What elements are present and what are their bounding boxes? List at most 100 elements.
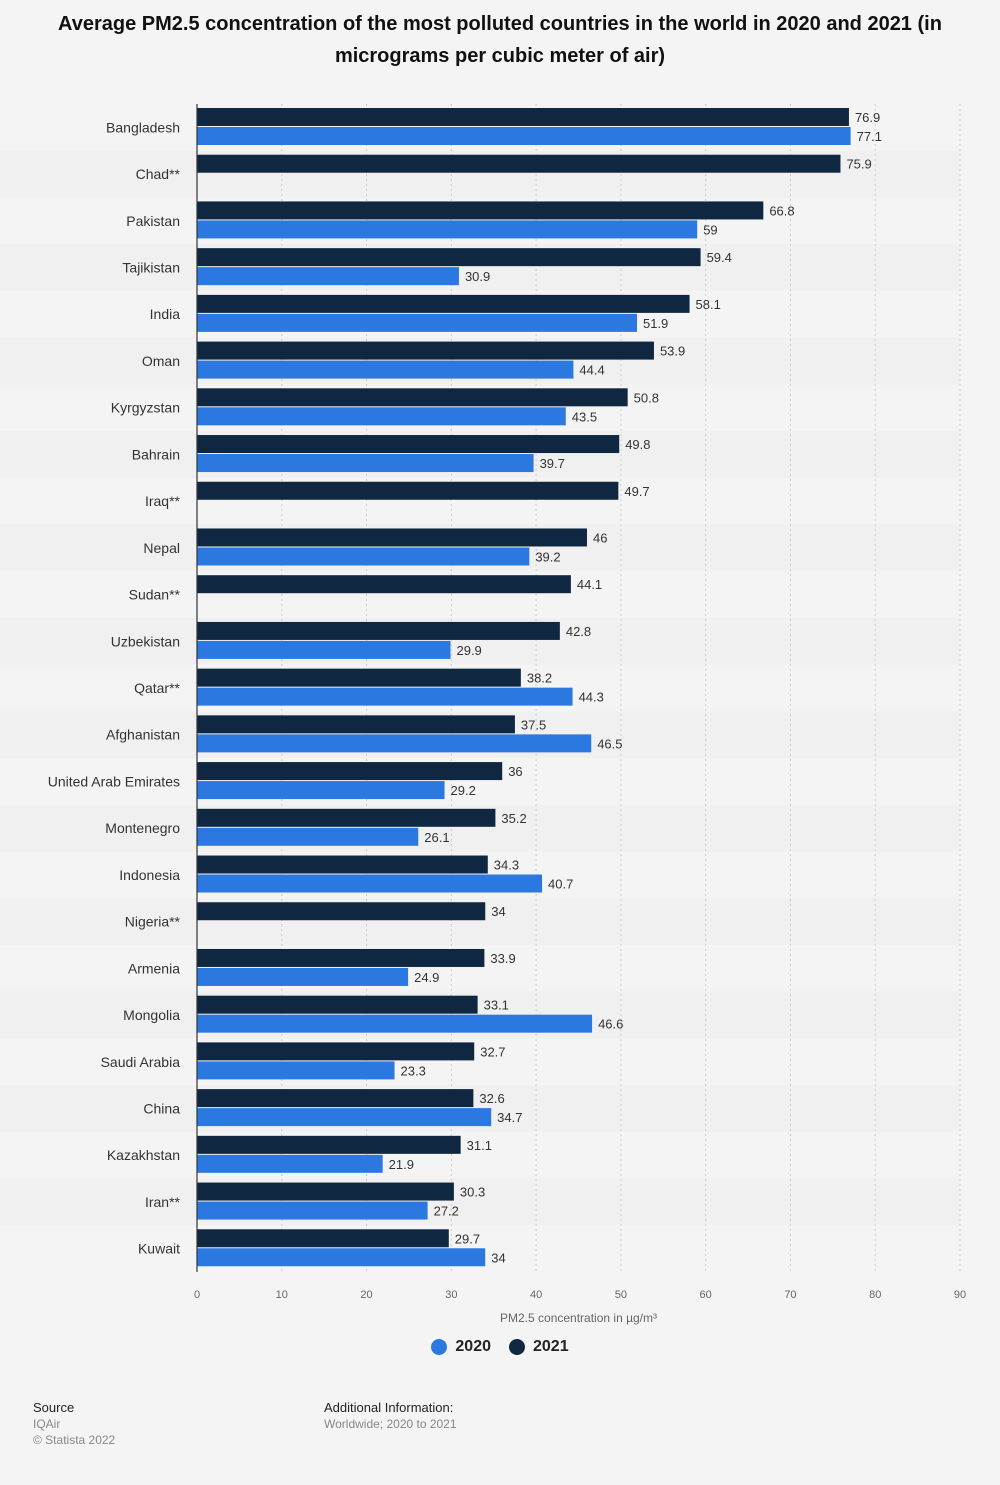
data-label-2021: 33.9 [490,951,515,966]
bar-2021 [197,948,485,967]
data-label-2021: 34.3 [494,858,519,873]
data-label-2020: 21.9 [389,1157,414,1172]
addinfo-text: Worldwide; 2020 to 2021 [324,1417,457,1431]
data-label-2021: 32.7 [480,1044,505,1059]
legend-item-2021[interactable]: 2021 [509,1338,569,1356]
data-label-2020: 44.4 [579,363,604,378]
bar-2021 [197,1042,475,1061]
data-label-2021: 76.9 [855,110,880,125]
x-tick-label: 0 [194,1289,200,1301]
category-label: United Arab Emirates [48,773,180,789]
bar-2020 [197,640,451,659]
bar-2021 [197,995,478,1014]
data-label-2020: 29.2 [451,783,476,798]
data-label-2021: 50.8 [634,390,659,405]
row-band [0,1178,960,1226]
bar-2020 [197,781,445,800]
category-label: Kazakhstan [107,1147,180,1163]
data-label-2021: 30.3 [460,1185,485,1200]
bar-2021 [197,621,560,640]
legend-label-2021: 2021 [533,1338,569,1355]
bar-2021 [197,855,488,874]
bar-2021 [197,902,486,921]
data-label-2020: 59 [703,222,717,237]
category-label: Saudi Arabia [101,1054,181,1070]
category-label: Chad** [136,166,181,182]
addinfo-heading[interactable]: Additional Information: [324,1400,454,1415]
bar-2020 [197,1201,428,1220]
bar-2021 [197,1182,454,1201]
data-label-2021: 36 [508,764,522,779]
data-label-2021: 46 [593,530,607,545]
category-label: Nepal [143,540,180,556]
bar-2020 [197,1108,492,1127]
bar-2020 [197,313,637,332]
additional-info-block: Additional Information: Worldwide; 2020 … [324,1400,457,1432]
bar-2020 [197,267,459,286]
source-block: Source IQAir © Statista 2022 [33,1400,115,1448]
category-label: Tajikistan [122,260,180,276]
bar-2020 [197,1014,593,1033]
bar-2020 [197,1061,395,1080]
data-label-2021: 75.9 [846,157,871,172]
bar-2021 [197,435,620,454]
legend: 2020 2021 [0,1338,1000,1356]
category-label: India [150,306,181,322]
data-label-2020: 34.7 [497,1110,522,1125]
bar-2021 [197,388,628,407]
bar-2020 [197,827,419,846]
bar-2021 [197,575,571,594]
data-label-2020: 27.2 [434,1204,459,1219]
category-label: Kyrgyzstan [111,400,180,416]
legend-marker-2020 [431,1339,448,1355]
bar-2021 [197,201,764,220]
bar-2021 [197,808,496,827]
x-axis-label: PM2.5 concentration in µg/m³ [500,1311,657,1325]
x-tick-label: 90 [954,1289,966,1301]
data-label-2020: 51.9 [643,316,668,331]
x-tick-label: 70 [784,1289,796,1301]
bar-2021 [197,294,690,313]
x-tick-label: 10 [276,1289,288,1301]
chart-title: Average PM2.5 concentration of the most … [58,13,942,67]
legend-item-2020[interactable]: 2020 [431,1338,491,1356]
data-label-2020: 46.5 [597,736,622,751]
data-label-2021: 33.1 [484,998,509,1013]
data-label-2021: 31.1 [467,1138,492,1153]
bar-2021 [197,1089,474,1108]
category-label: China [143,1100,180,1116]
bar-2020 [197,127,851,145]
bar-2021 [197,1229,449,1248]
bar-2021 [197,528,587,547]
data-label-2021: 49.8 [625,437,650,452]
category-label: Qatar** [134,680,180,696]
bar-2021 [197,248,701,267]
category-label: Indonesia [119,867,180,883]
category-label: Pakistan [126,213,180,229]
bar-2020 [197,547,530,566]
data-label-2021: 53.9 [660,344,685,359]
source-heading: Source [33,1400,75,1415]
x-tick-label: 60 [700,1289,712,1301]
data-label-2021: 42.8 [566,624,591,639]
category-label: Nigeria** [125,914,181,930]
data-label-2021: 66.8 [769,203,794,218]
source-name[interactable]: IQAir [33,1417,61,1431]
bar-2021 [197,668,521,687]
data-label-2020: 39.2 [535,549,560,564]
data-label-2020: 23.3 [401,1063,426,1078]
x-tick-label: 30 [445,1289,457,1301]
data-label-2020: 43.5 [572,409,597,424]
bar-2020 [197,967,409,986]
category-label: Montenegro [105,820,180,836]
category-label: Kuwait [138,1241,180,1257]
category-label: Afghanistan [106,727,180,743]
data-label-2021: 29.7 [455,1231,480,1246]
bar-2020 [197,734,592,753]
copyright[interactable]: © Statista 2022 [33,1433,116,1447]
data-label-2020: 29.9 [456,643,481,658]
bar-2021 [197,481,619,500]
category-label: Bangladesh [106,119,180,135]
legend-label-2020: 2020 [455,1338,491,1355]
data-label-2021: 59.4 [707,250,732,265]
